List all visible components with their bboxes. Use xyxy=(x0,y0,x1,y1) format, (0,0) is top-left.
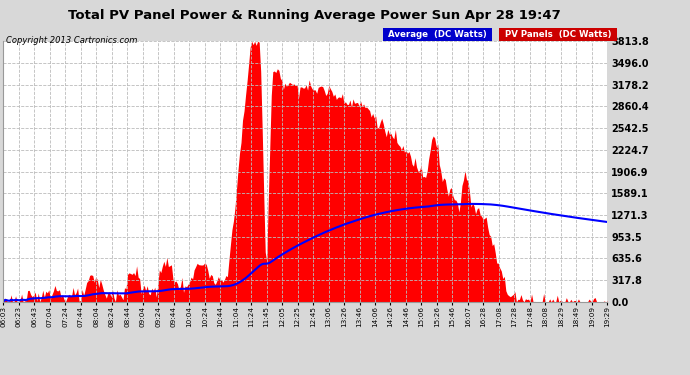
Text: Total PV Panel Power & Running Average Power Sun Apr 28 19:47: Total PV Panel Power & Running Average P… xyxy=(68,9,560,22)
Text: Copyright 2013 Cartronics.com: Copyright 2013 Cartronics.com xyxy=(6,36,137,45)
Text: PV Panels  (DC Watts): PV Panels (DC Watts) xyxy=(502,30,614,39)
Text: Average  (DC Watts): Average (DC Watts) xyxy=(385,30,490,39)
